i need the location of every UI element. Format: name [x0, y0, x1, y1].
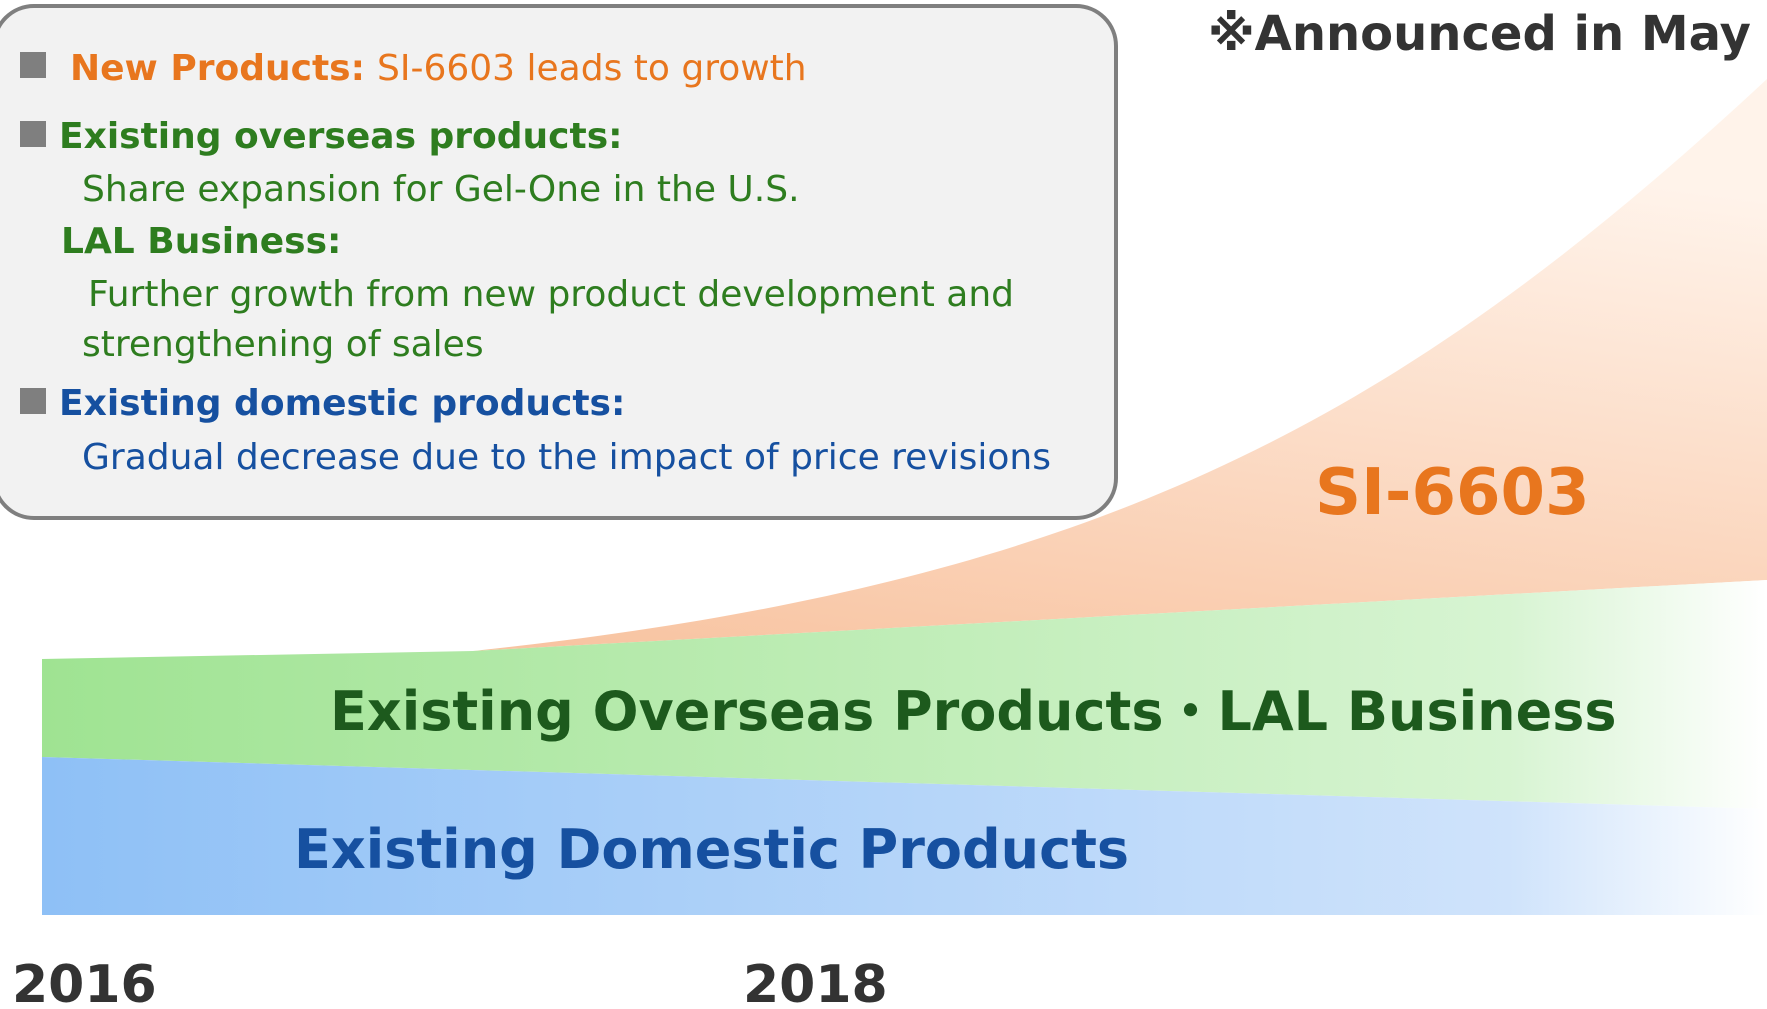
note: ※Announced in May 2 [1208, 6, 1767, 62]
text: strengthening of sales [82, 324, 484, 365]
band-label: Existing Overseas Products・LAL Business [330, 680, 1616, 743]
band-label: Existing Domestic Products [294, 818, 1129, 881]
heading: Existing overseas products: [59, 116, 623, 157]
year-label: 2018 [743, 955, 888, 1009]
year-label: 2016 [12, 955, 157, 1009]
text: Share expansion for Gel-One in the U.S. [82, 169, 800, 210]
overseas-band [42, 580, 1767, 809]
domestic-band [42, 757, 1767, 915]
bullet [20, 52, 46, 78]
text: SI-6603 leads to growth [377, 48, 807, 89]
info-box [0, 4, 1118, 520]
heading: New Products: [70, 48, 365, 89]
bullet [20, 121, 46, 147]
new-products-band [473, 79, 1767, 651]
bullet [20, 388, 46, 414]
item: New Products: SI-6603 leads to growth [70, 48, 807, 89]
text: Further growth from new product developm… [88, 274, 1014, 315]
band-label: SI-6603 [1315, 456, 1590, 530]
heading: Existing domestic products: [59, 383, 625, 424]
info-list: New Products: SI-6603 leads to growth Exi… [20, 48, 1051, 478]
heading: LAL Business: [61, 221, 341, 262]
text: Gradual decrease due to the impact of pr… [82, 437, 1051, 478]
